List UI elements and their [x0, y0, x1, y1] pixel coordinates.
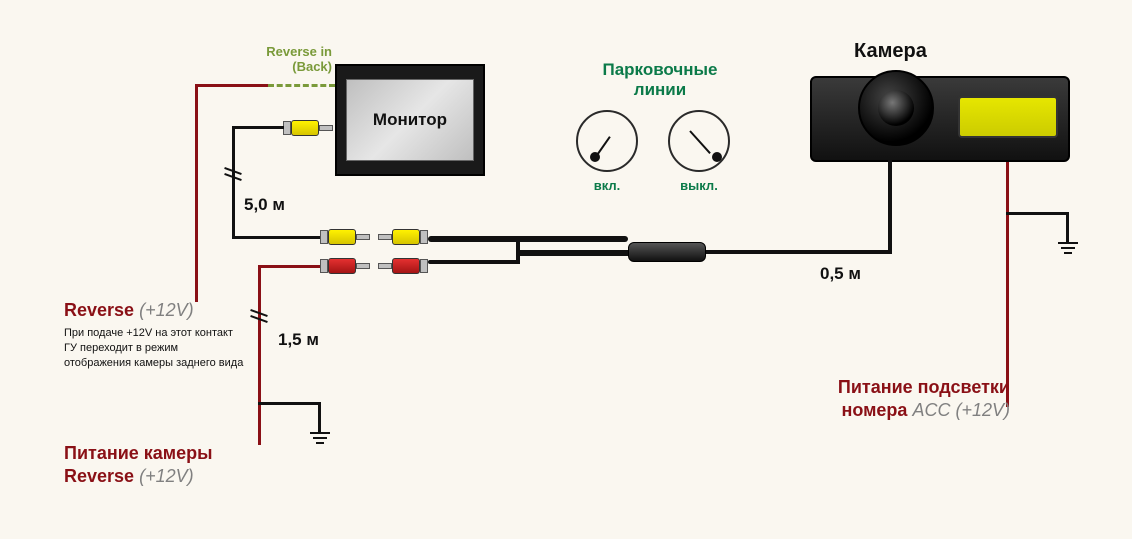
- wire-lamp-v: [1006, 162, 1009, 407]
- license-plate-lamp: [958, 96, 1058, 138]
- wire-video-h2: [232, 236, 320, 239]
- length-0-5m: 0,5 м: [820, 264, 861, 284]
- reverse-in-label: Reverse in (Back): [242, 44, 332, 74]
- reverse-12v-val: (+12V): [139, 300, 194, 320]
- wire-camera-v: [888, 160, 892, 254]
- camera-power-line1: Питание камеры: [64, 443, 213, 463]
- reverse-12v-label: Reverse (+12V): [64, 300, 194, 321]
- wire-video-h1: [232, 126, 284, 129]
- lamp-power-line2: номера: [841, 400, 907, 420]
- wire-campower-gnd-v: [318, 402, 321, 432]
- cable-break-5m: [224, 170, 242, 188]
- monitor-screen: Монитор: [346, 79, 474, 161]
- rca-power-female: [378, 258, 428, 274]
- cable-break-1-5m: [250, 312, 268, 330]
- reverse-note-3: отображения камеры заднего вида: [64, 357, 243, 369]
- reverse-12v-word: Reverse: [64, 300, 134, 320]
- reverse-in-back-text: (Back): [292, 59, 332, 74]
- switch-off-line: [689, 130, 711, 154]
- rca-video-male-ext: [320, 229, 370, 245]
- wire-campower-v: [258, 265, 261, 445]
- length-1-5m: 1,5 м: [278, 330, 319, 350]
- parking-lines-text1: Парковочные: [602, 60, 717, 79]
- wire-bundle-mid: [428, 236, 628, 242]
- monitor: Монитор: [335, 64, 485, 176]
- reverse-note: При подаче +12V на этот контакт ГУ перех…: [64, 326, 243, 371]
- switch-on-label: вкл.: [576, 178, 638, 193]
- parking-lines-title: Парковочные линии: [570, 60, 750, 100]
- length-5m: 5,0 м: [244, 195, 285, 215]
- wire-campower-h: [258, 265, 320, 268]
- switch-on-line: [594, 136, 611, 158]
- wire-bundle-merge2: [516, 250, 632, 256]
- switch-on: [576, 110, 638, 172]
- wire-camera-h: [706, 250, 890, 254]
- lamp-power-acc: ACC (+12V): [912, 400, 1010, 420]
- wire-lamp-gnd-v: [1066, 212, 1069, 242]
- wire-reverse-horz: [195, 84, 268, 87]
- monitor-label: Монитор: [373, 110, 447, 130]
- camera-power-val: (+12V): [139, 466, 194, 486]
- camera-power-label: Питание камеры Reverse (+12V): [64, 442, 213, 487]
- camera-lens-icon: [878, 90, 914, 126]
- switch-off-knob: [712, 152, 722, 162]
- inline-connector: [628, 242, 706, 262]
- parking-lines-text2: линии: [634, 80, 686, 99]
- reverse-note-2: ГУ переходит в режим: [64, 342, 178, 354]
- rca-video-female-ext: [378, 229, 428, 245]
- switch-off: [668, 110, 730, 172]
- camera-title: Камера: [854, 40, 927, 63]
- lamp-power-line1: Питание подсветки: [838, 377, 1010, 397]
- wire-bundle-mid2: [428, 260, 518, 264]
- wire-lamp-gnd-branch: [1006, 212, 1068, 215]
- wire-reverse-in-dashed: [268, 84, 335, 87]
- switch-off-label: выкл.: [668, 178, 730, 193]
- rca-video-to-monitor: [283, 120, 333, 136]
- reverse-note-1: При подаче +12V на этот контакт: [64, 327, 233, 339]
- camera-power-line2: Reverse: [64, 466, 134, 486]
- reverse-in-text: Reverse in: [266, 44, 332, 59]
- rca-power-male: [320, 258, 370, 274]
- wire-reverse-vert1: [195, 84, 198, 302]
- wire-campower-gnd-h: [258, 402, 320, 405]
- lamp-power-label: Питание подсветки номера ACC (+12V): [790, 376, 1010, 423]
